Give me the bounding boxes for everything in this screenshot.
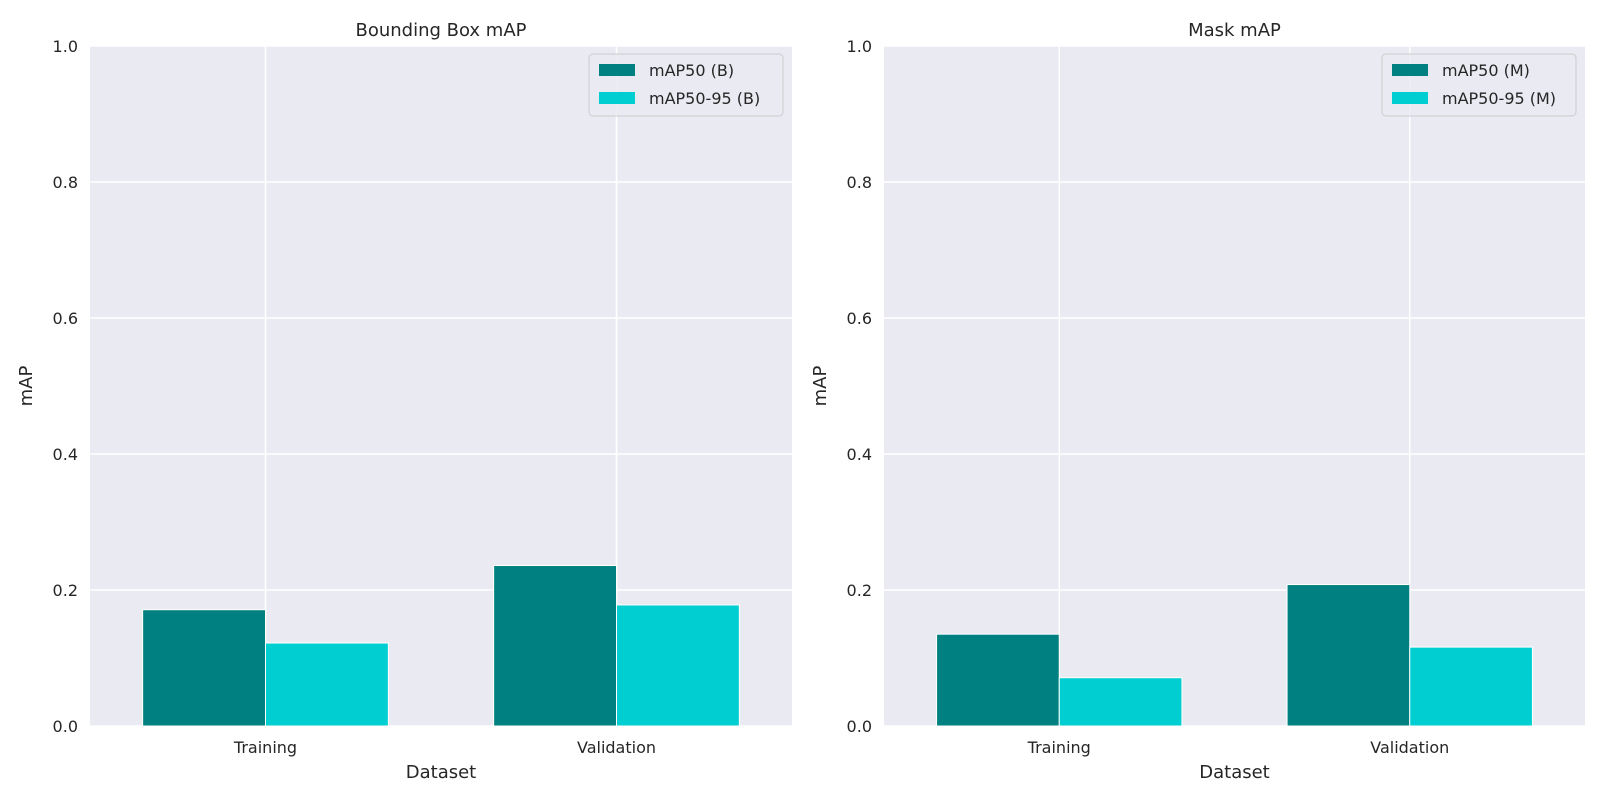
legend: mAP50 (M) mAP50-95 (M) — [1381, 53, 1577, 117]
chart-panel-2: 0.0 0.2 0.4 0.6 0.8 1.0 Training Validation Mask… — [810, 20, 1585, 783]
legend-label: mAP50-95 (M) — [1442, 89, 1556, 108]
y-tick-label: 0.2 — [53, 581, 78, 600]
legend-label: mAP50 (B) — [649, 61, 734, 80]
x-tick-label: Validation — [577, 738, 656, 757]
y-tick-label: 1.0 — [847, 37, 872, 56]
legend-label: mAP50-95 (B) — [649, 89, 760, 108]
x-tick-label: Validation — [1370, 738, 1449, 757]
y-tick-label: 0.4 — [53, 445, 78, 464]
y-axis-label: mAP — [810, 366, 831, 407]
y-tick-label: 0.0 — [847, 717, 872, 736]
x-tick-label: Training — [233, 738, 297, 757]
legend-box — [1381, 53, 1577, 117]
y-tick-label: 0.0 — [53, 717, 78, 736]
legend: mAP50 (B) mAP50-95 (B) — [588, 53, 784, 117]
legend-box — [588, 53, 784, 117]
bar-map50-95-b--validation — [616, 604, 740, 727]
y-tick-label: 1.0 — [53, 37, 78, 56]
chart-title: Mask mAP — [1188, 20, 1281, 41]
y-tick-label: 0.6 — [53, 309, 78, 328]
chart-title: Bounding Box mAP — [355, 20, 526, 41]
bar-map50-b--training — [142, 609, 266, 727]
y-tick-label: 0.6 — [847, 309, 872, 328]
legend-label: mAP50 (M) — [1442, 61, 1530, 80]
legend-swatch — [1392, 92, 1428, 104]
bar-map50-95-m--training — [1058, 677, 1183, 727]
legend-swatch — [599, 92, 635, 104]
chart-panel-1: 0.0 0.2 0.4 0.6 0.8 1.0 Training Validation Boun… — [16, 20, 792, 783]
y-tick-label: 0.2 — [847, 581, 872, 600]
bar-map50-95-m--validation — [1409, 646, 1533, 727]
bar-map50-b--validation — [493, 565, 617, 727]
y-tick-label: 0.8 — [53, 173, 78, 192]
bar-map50-m--validation — [1286, 584, 1411, 727]
y-axis-label: mAP — [16, 366, 37, 407]
y-tick-label: 0.8 — [847, 173, 872, 192]
legend-swatch — [599, 64, 635, 76]
y-tick-label: 0.4 — [847, 445, 872, 464]
x-axis-label: Dataset — [406, 762, 477, 783]
bar-map50-95-b--training — [265, 642, 389, 727]
x-tick-label: Training — [1027, 738, 1091, 757]
plot-area — [884, 46, 1585, 726]
legend-swatch — [1392, 64, 1428, 76]
bar-map50-m--training — [936, 633, 1060, 727]
x-axis-label: Dataset — [1199, 762, 1270, 783]
